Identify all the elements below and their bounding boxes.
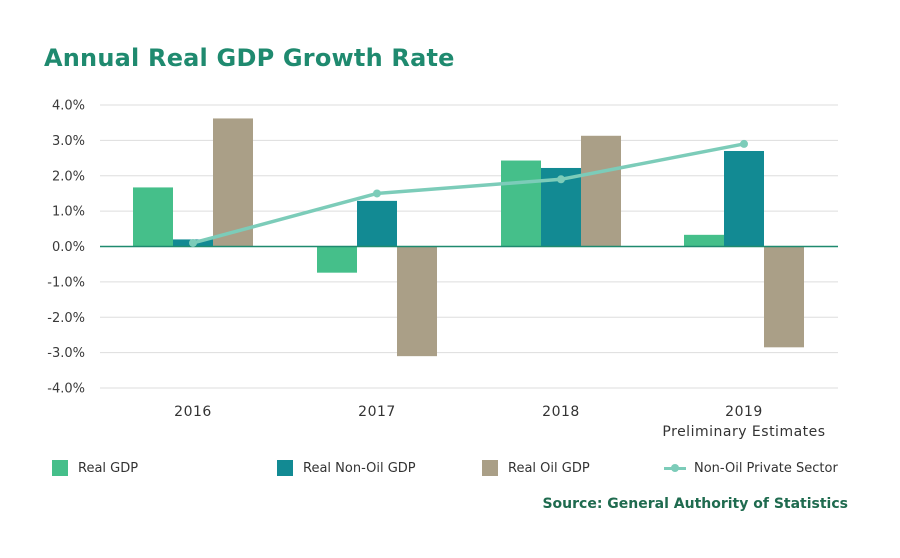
bar-real-oil-gdp — [764, 246, 804, 348]
y-axis-ticks: 4.0% 3.0% 2.0% 1.0% 0.0% -1.0% -2.0% -3.0% -4.0% — [47, 99, 85, 397]
source-note: Source: General Authority of Statistics — [542, 496, 848, 512]
bar-real-non-oil-gdp — [357, 200, 397, 247]
bars — [133, 118, 804, 357]
line-series — [189, 139, 748, 247]
y-tick-label: 2.0% — [52, 169, 85, 184]
point-non-oil-private-sector — [740, 139, 748, 148]
legend-swatch-non-oil-private-sector — [664, 460, 686, 476]
legend-label-real-oil-gdp: Real Oil GDP — [508, 460, 590, 476]
legend-swatch-real-non-oil-gdp — [277, 460, 293, 476]
point-non-oil-private-sector — [189, 238, 197, 247]
y-tick-label: -2.0% — [47, 311, 85, 326]
x-category-label: 2016 — [174, 404, 212, 420]
y-tick-label: -3.0% — [47, 346, 85, 361]
bar-real-oil-gdp — [581, 135, 621, 247]
legend-label-non-oil-private-sector: Non-Oil Private Sector — [694, 460, 838, 476]
bar-real-gdp — [317, 246, 357, 273]
point-non-oil-private-sector — [557, 175, 565, 184]
x-axis-categories: 2016 2017 2018 2019 Preliminary Estimates — [174, 404, 825, 440]
legend-item-non-oil-private-sector: Non-Oil Private Sector — [664, 458, 838, 478]
chart-title: Annual Real GDP Growth Rate — [44, 44, 455, 72]
bar-real-oil-gdp — [213, 118, 253, 247]
x-category-label: 2019 — [725, 404, 763, 420]
bar-real-gdp — [684, 234, 724, 247]
x-category-sublabel: Preliminary Estimates — [662, 424, 825, 440]
legend-swatch-real-oil-gdp — [482, 460, 498, 476]
legend-label-real-non-oil-gdp: Real Non-Oil GDP — [303, 460, 416, 476]
y-tick-label: 1.0% — [52, 205, 85, 220]
legend-item-real-oil-gdp: Real Oil GDP — [482, 458, 590, 478]
bar-real-gdp — [133, 187, 173, 247]
line-non-oil-private-sector — [192, 142, 745, 245]
legend-swatch-real-gdp — [52, 460, 68, 476]
point-non-oil-private-sector — [373, 189, 381, 198]
y-tick-label: 4.0% — [52, 99, 85, 114]
legend-label-real-gdp: Real GDP — [78, 460, 139, 476]
legend-item-real-gdp: Real GDP — [52, 458, 138, 478]
y-tick-label: 3.0% — [52, 134, 85, 149]
x-category-label: 2018 — [542, 404, 580, 420]
bar-real-oil-gdp — [397, 246, 437, 357]
bar-real-non-oil-gdp — [724, 150, 764, 247]
y-tick-label: -4.0% — [47, 382, 85, 397]
bar-real-gdp — [501, 160, 541, 247]
legend-item-real-non-oil-gdp: Real Non-Oil GDP — [277, 458, 416, 478]
x-category-label: 2017 — [358, 404, 396, 420]
y-tick-label: 0.0% — [52, 240, 85, 255]
y-tick-label: -1.0% — [47, 275, 85, 290]
